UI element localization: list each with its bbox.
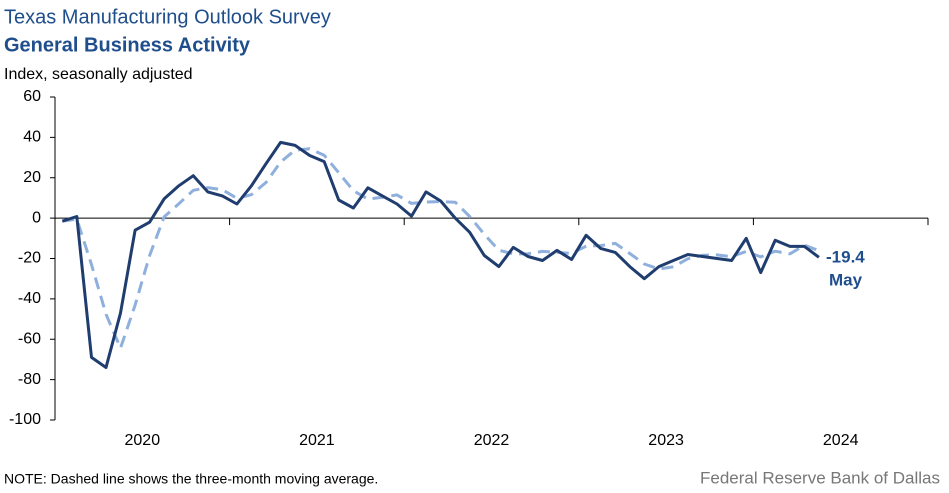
x-tick-label: 2021 — [299, 432, 335, 449]
y-axis-label: Index, seasonally adjusted — [4, 66, 193, 83]
annotation: May — [829, 270, 863, 289]
moving-average-line — [62, 147, 820, 350]
y-tick-label: 60 — [23, 88, 41, 105]
y-tick-label: -40 — [18, 290, 41, 307]
y-tick-label: 0 — [32, 209, 41, 226]
source: Federal Reserve Bank of Dallas — [700, 468, 940, 487]
index-line — [61, 140, 820, 369]
y-tick-label: -80 — [18, 371, 41, 388]
x-tick-label: 2023 — [648, 432, 684, 449]
y-tick-label: 20 — [23, 169, 41, 186]
y-tick-label: -20 — [18, 250, 41, 267]
x-tick-label: 2020 — [125, 432, 161, 449]
chart-title: Texas Manufacturing Outlook Survey — [4, 6, 331, 28]
y-tick-label: -60 — [18, 330, 41, 347]
y-tick-label: 40 — [23, 129, 41, 146]
chart-subtitle: General Business Activity — [4, 34, 251, 56]
annotation: -19.4 — [826, 247, 865, 266]
x-tick-label: 2024 — [823, 432, 859, 449]
x-tick-label: 2022 — [474, 432, 510, 449]
y-tick-label: -100 — [9, 411, 41, 428]
note: NOTE: Dashed line shows the three-month … — [4, 471, 378, 487]
